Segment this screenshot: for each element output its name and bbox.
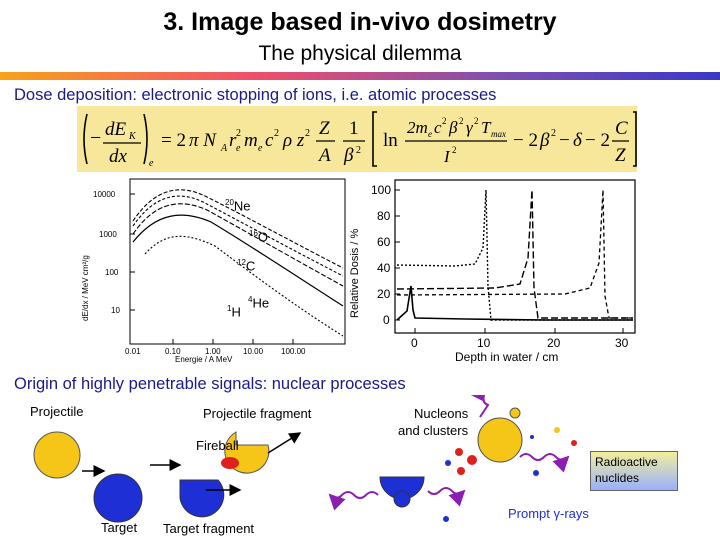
label-nucleons: Nucleons xyxy=(414,406,469,421)
svg-text:2: 2 xyxy=(305,128,310,139)
right-x-tick: 10 xyxy=(477,336,491,350)
nuclear-collision-diagram xyxy=(33,395,577,523)
right-plot-ylabel: Relative Dosis / % xyxy=(349,228,361,318)
svg-text:dx: dx xyxy=(109,146,128,167)
label-target: Target xyxy=(101,520,138,535)
svg-text:2: 2 xyxy=(452,145,457,155)
right-y-tick: 80 xyxy=(377,209,391,223)
left-x-tick: 1.00 xyxy=(205,347,221,356)
svg-text:− 2: − 2 xyxy=(513,130,538,151)
svg-text:Z: Z xyxy=(319,118,330,139)
bethe-bloch-formula: − dE K dx e = 2 π N A r 2 e m e c 2 ρ z … xyxy=(77,106,637,172)
svg-text:m: m xyxy=(244,130,258,151)
svg-text:2: 2 xyxy=(459,116,464,126)
left-x-tick: 100.00 xyxy=(281,347,306,356)
svg-text:γ: γ xyxy=(466,118,474,137)
svg-text:ρ z: ρ z xyxy=(282,130,305,151)
fireball xyxy=(221,457,239,469)
svg-text:−: − xyxy=(559,130,570,151)
projectile-nucleus xyxy=(33,431,81,479)
svg-text:2: 2 xyxy=(474,116,479,126)
right-y-tick: 40 xyxy=(377,261,391,275)
target-fragment xyxy=(179,479,225,518)
svg-text:π N: π N xyxy=(189,130,217,151)
svg-text:e: e xyxy=(258,143,263,154)
svg-text:β: β xyxy=(448,118,458,137)
stopping-power-plot: dE/dx / MeV cm²/g 10000 1000 100 10 0.01… xyxy=(81,176,355,366)
svg-text:Z: Z xyxy=(615,145,626,166)
slide-title: 3. Image based in-vivo dosimetry xyxy=(163,8,557,36)
label-prompt-gamma-rays: Prompt γ-rays xyxy=(508,506,589,521)
svg-text:− 2: − 2 xyxy=(585,130,610,151)
depth-dose-plot: Relative Dosis / % 100 80 60 40 20 0 0 1… xyxy=(345,178,640,368)
right-plot-xlabel: Depth in water / cm xyxy=(455,350,559,364)
ion-label-ne: 20Ne xyxy=(225,198,251,214)
svg-text:I: I xyxy=(443,147,451,166)
svg-text:A: A xyxy=(220,143,228,154)
right-y-tick: 100 xyxy=(371,183,392,197)
svg-text:C: C xyxy=(615,118,628,139)
svg-text:r: r xyxy=(229,130,237,151)
svg-text:A: A xyxy=(317,145,331,166)
svg-text:−: − xyxy=(90,127,101,149)
left-x-tick: 0.01 xyxy=(125,347,141,356)
svg-text:T: T xyxy=(481,118,492,137)
svg-text:2: 2 xyxy=(442,116,447,126)
target-nucleus xyxy=(93,473,143,523)
right-y-tick: 0 xyxy=(383,313,390,327)
label-target-fragment: Target fragment xyxy=(163,521,255,536)
ion-label-he: 4He xyxy=(248,295,270,311)
label-nuclides: nuclides xyxy=(595,471,640,485)
left-plot-ylabel: dE/dx / MeV cm²/g xyxy=(81,255,90,321)
svg-text:e: e xyxy=(149,158,154,169)
ion-label-c: 12C xyxy=(237,258,256,274)
svg-text:K: K xyxy=(128,131,137,142)
slide-subtitle: The physical dilemma xyxy=(258,42,462,65)
left-y-tick: 10000 xyxy=(93,190,116,199)
svg-text:β: β xyxy=(539,130,550,151)
nuclear-section-heading: Origin of highly penetrable signals: nuc… xyxy=(14,375,406,393)
label-projectile: Projectile xyxy=(30,404,84,419)
svg-text:2: 2 xyxy=(274,128,279,139)
svg-text:e: e xyxy=(236,143,241,154)
svg-text:dE: dE xyxy=(105,119,127,140)
dose-section-heading: Dose deposition: electronic stopping of … xyxy=(14,86,497,104)
header-divider xyxy=(0,72,720,80)
svg-text:c: c xyxy=(434,118,442,137)
svg-text:= 2: = 2 xyxy=(161,130,186,151)
svg-text:2: 2 xyxy=(551,128,556,139)
left-plot-xlabel: Energie / A MeV xyxy=(175,355,233,364)
svg-text:1: 1 xyxy=(349,118,359,139)
left-y-tick: 10 xyxy=(111,306,120,315)
left-x-tick: 0.10 xyxy=(165,347,181,356)
svg-text:2: 2 xyxy=(236,128,241,139)
radioactive-nuclides-box: Radioactive nuclides xyxy=(590,451,678,491)
left-x-tick: 10.00 xyxy=(243,347,264,356)
left-y-tick: 100 xyxy=(105,268,119,277)
ion-label-h: 1H xyxy=(227,304,241,320)
label-clusters: and clusters xyxy=(398,423,469,438)
label-fireball: Fireball xyxy=(196,438,239,453)
right-x-tick: 30 xyxy=(615,336,629,350)
svg-text:e: e xyxy=(428,129,432,139)
right-x-tick: 20 xyxy=(547,336,561,350)
svg-text:δ: δ xyxy=(573,130,583,151)
label-radioactive: Radioactive xyxy=(595,455,658,469)
left-y-tick: 1000 xyxy=(99,230,117,239)
svg-text:β: β xyxy=(343,145,354,166)
right-y-tick: 20 xyxy=(377,287,391,301)
ion-label-o: 16O xyxy=(249,229,269,245)
svg-text:max: max xyxy=(491,129,506,139)
svg-text:2: 2 xyxy=(356,145,361,156)
svg-text:ln: ln xyxy=(383,130,398,151)
svg-text:2m: 2m xyxy=(407,118,428,137)
svg-text:c: c xyxy=(265,130,274,151)
right-y-tick: 60 xyxy=(377,235,391,249)
label-projectile-fragment: Projectile fragment xyxy=(203,406,312,421)
right-x-tick: 0 xyxy=(411,336,418,350)
